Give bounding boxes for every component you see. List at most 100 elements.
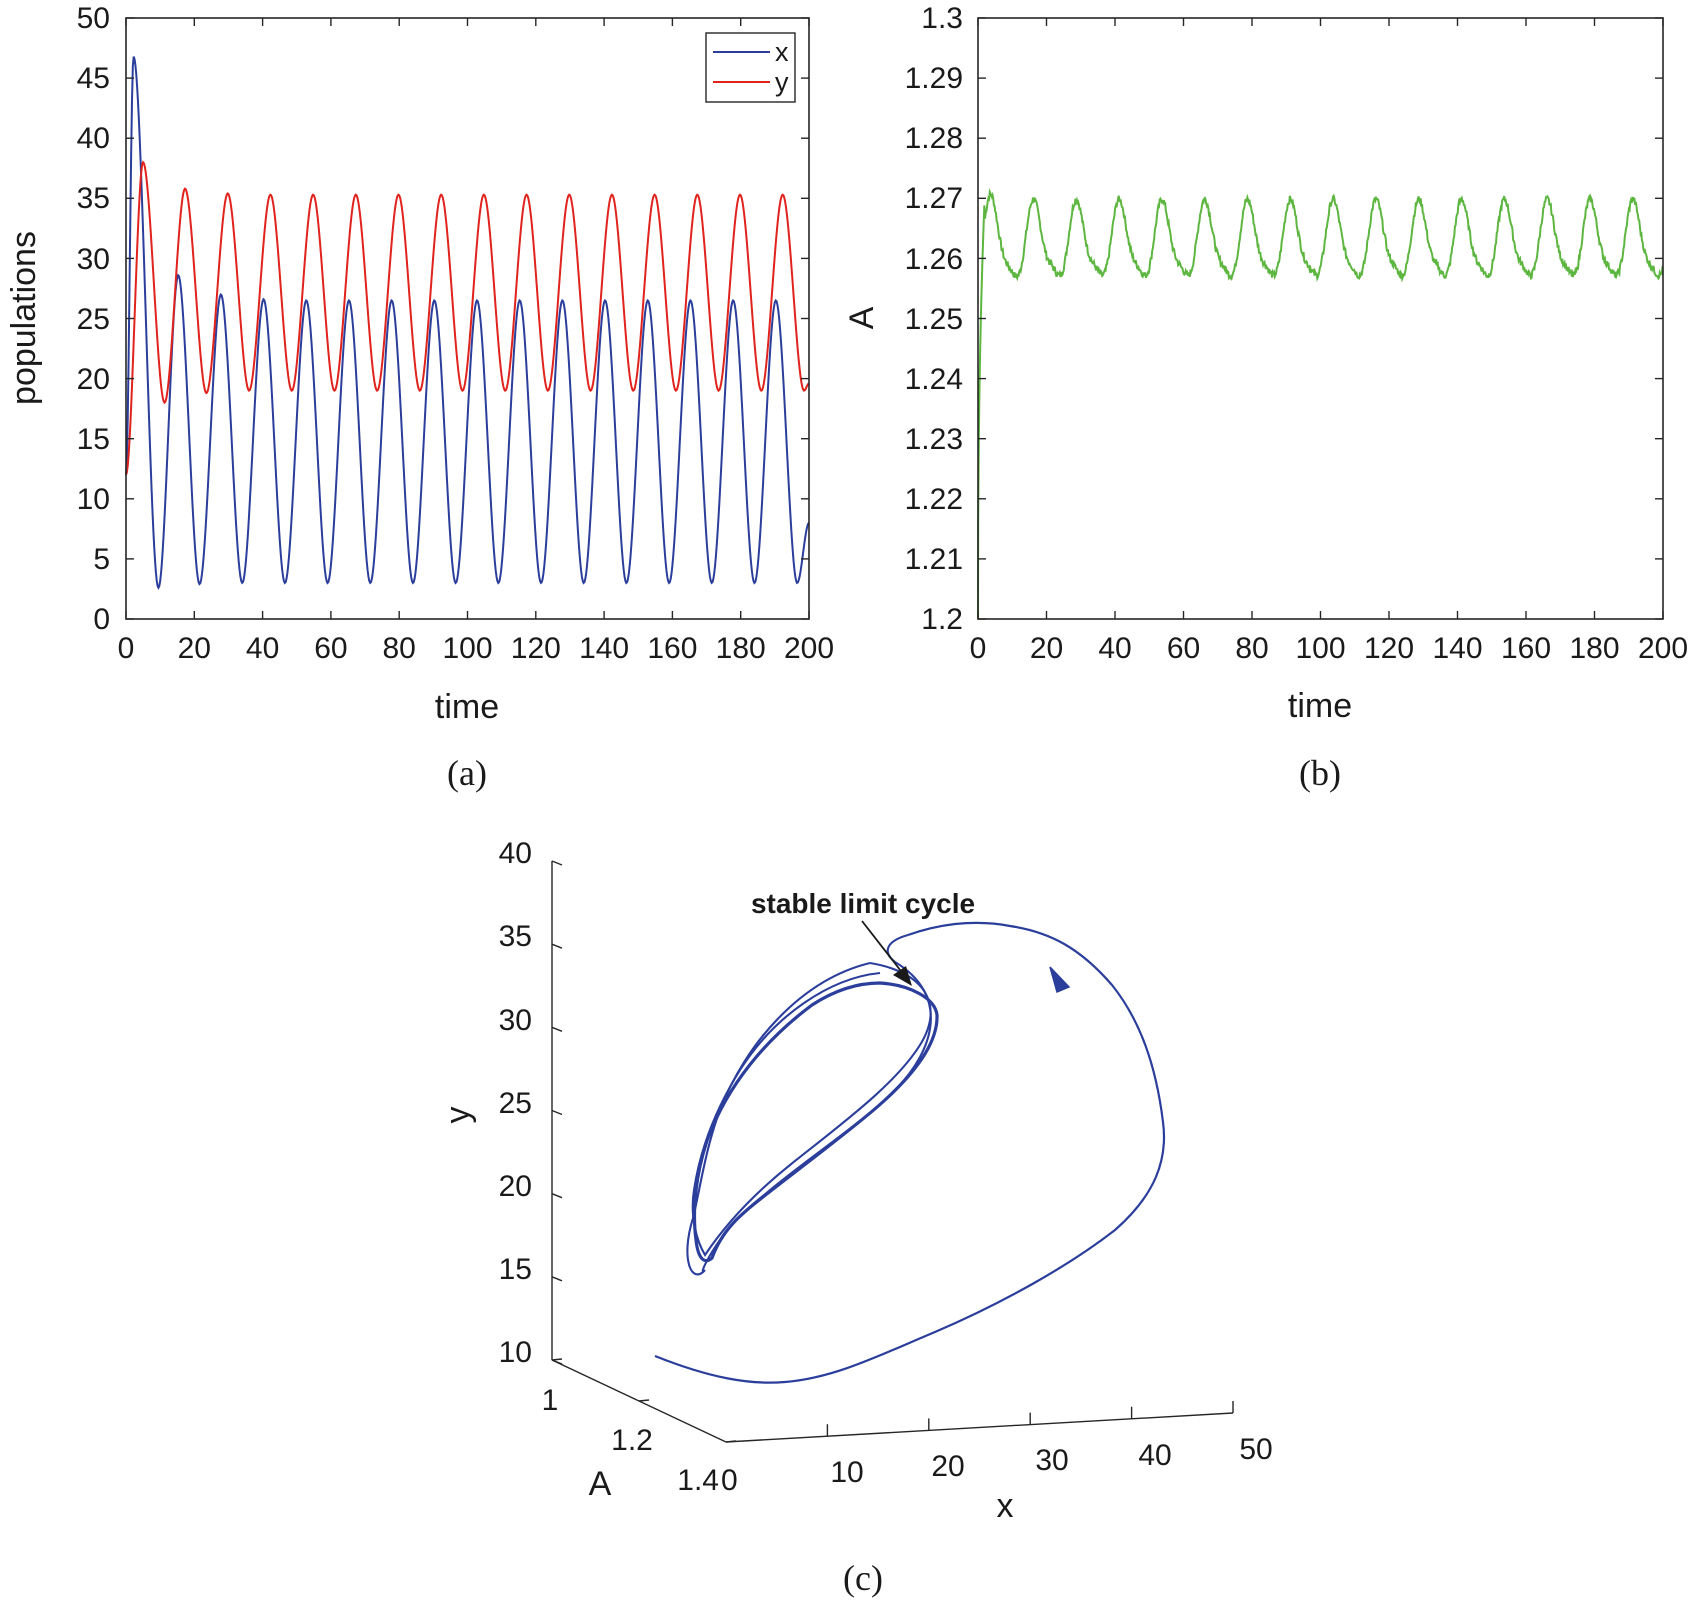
panel-a-series-y-line bbox=[125, 160, 810, 476]
panel-b-x-tick-label: 120 bbox=[1364, 632, 1414, 665]
panel-c-annotation-text: stable limit cycle bbox=[751, 888, 975, 919]
panel-a-legend: x y bbox=[705, 32, 796, 103]
panel-a-x-tick-label: 40 bbox=[246, 632, 279, 665]
panel-b-y-tick-label: 1.21 bbox=[905, 543, 963, 576]
panel-c-z-tick bbox=[551, 1276, 563, 1282]
panel-a-x-tick-label: 140 bbox=[579, 632, 629, 665]
panel-a-y-axis-label: populations bbox=[5, 231, 43, 405]
panel-c-z-tick bbox=[551, 943, 563, 949]
panel-c-z-tick-label: 10 bbox=[499, 1336, 532, 1369]
panel-b-x-tick-label: 40 bbox=[1098, 632, 1131, 665]
panel-a-ticks bbox=[125, 17, 810, 620]
panel-b-x-tick-label: 160 bbox=[1501, 632, 1551, 665]
panel-b-y-tick-label: 1.25 bbox=[905, 303, 963, 336]
panel-a-y-tick-label: 15 bbox=[77, 423, 110, 456]
panel-b-y-tick-label: 1.24 bbox=[905, 363, 963, 396]
panel-b-caption: (b) bbox=[1299, 753, 1341, 793]
panel-a-x-axis-label: time bbox=[435, 688, 499, 726]
panel-a-y-tick-label: 50 bbox=[77, 2, 110, 35]
panel-b-y-tick-label: 1.26 bbox=[905, 243, 963, 276]
panel-c-ticks bbox=[551, 860, 1234, 1443]
panel-b-y-tick-label: 1.27 bbox=[905, 182, 963, 215]
panel-a-legend-label-y: y bbox=[775, 67, 789, 97]
panel-c-A-tick bbox=[551, 1358, 563, 1361]
panel-a-y-tick-label: 30 bbox=[77, 243, 110, 276]
panel-c-z-tick bbox=[551, 1193, 563, 1199]
panel-a-legend-label-x: x bbox=[775, 37, 789, 67]
panel-c-x-tick-label: 50 bbox=[1239, 1433, 1272, 1466]
panel-c-x-origin-label: 0 bbox=[721, 1464, 738, 1497]
panel-b-y-tick-label: 1.23 bbox=[905, 423, 963, 456]
panel-c-A-tick-label: 1.4 bbox=[677, 1464, 719, 1497]
panel-c-z-tick-label: 15 bbox=[499, 1253, 532, 1286]
panel-c-z-tick bbox=[551, 860, 563, 866]
panel-a-y-tick-label: 45 bbox=[77, 62, 110, 95]
panel-b-x-tick-label: 60 bbox=[1167, 632, 1200, 665]
panel-c-z-tick-label: 40 bbox=[499, 837, 532, 870]
panel-b-x-tick-label: 0 bbox=[970, 632, 987, 665]
panel-a-y-tick-label: 40 bbox=[77, 122, 110, 155]
panel-a-populations-chart: 0 20 40 60 80 100 120 140 160 180 200 0 … bbox=[5, 2, 834, 793]
panel-a-x-tick-label: 160 bbox=[647, 632, 697, 665]
panel-c-z-tick bbox=[551, 1359, 563, 1365]
panel-c-trajectory bbox=[654, 921, 1166, 1384]
panel-b-y-tick-label: 1.28 bbox=[905, 122, 963, 155]
panel-a-series bbox=[125, 56, 810, 591]
panel-a-y-tick-label: 35 bbox=[77, 182, 110, 215]
panel-b-series-A-line bbox=[977, 187, 1664, 620]
panel-c-A-tick-labels: 1 1.2 1.4 bbox=[542, 1384, 719, 1497]
panel-a-x-tick-label: 20 bbox=[178, 632, 211, 665]
panel-a-caption: (a) bbox=[447, 753, 487, 793]
panel-c-x-tick-label: 30 bbox=[1035, 1444, 1068, 1477]
panel-b-x-tick-label: 200 bbox=[1638, 632, 1688, 665]
panel-c-x-tick-label: 20 bbox=[931, 1450, 964, 1483]
panel-a-x-tick-label: 60 bbox=[314, 632, 347, 665]
panel-b-x-tick-label: 20 bbox=[1030, 632, 1063, 665]
panel-c-caption: (c) bbox=[843, 1558, 883, 1598]
panel-b-ticks bbox=[977, 17, 1664, 620]
panel-a-x-tick-label: 100 bbox=[442, 632, 492, 665]
panel-c-annotation-arrow-line bbox=[861, 920, 905, 976]
panel-c-x-tick-label: 10 bbox=[830, 1456, 863, 1489]
panel-b-y-tick-labels: 1.2 1.21 1.22 1.23 1.24 1.25 1.26 1.27 1… bbox=[905, 2, 963, 636]
panel-b-A-chart: 0 20 40 60 80 100 120 140 160 180 200 1.… bbox=[843, 2, 1688, 793]
panel-b-x-tick-label: 80 bbox=[1235, 632, 1268, 665]
panel-c-A-tick bbox=[638, 1399, 650, 1402]
panel-c-A-tick-label: 1 bbox=[542, 1384, 559, 1417]
panel-a-x-tick-label: 120 bbox=[511, 632, 561, 665]
panel-c-x-axis-label: x bbox=[997, 1487, 1014, 1525]
panel-b-y-tick-label: 1.2 bbox=[921, 603, 963, 636]
panel-c-limit-cycle bbox=[692, 981, 939, 1263]
panel-c-spiral-middle bbox=[691, 961, 932, 1257]
panel-a-y-tick-label: 20 bbox=[77, 363, 110, 396]
panel-a-y-tick-label: 0 bbox=[93, 603, 110, 636]
panel-c-transient-trajectory bbox=[654, 921, 1166, 1384]
panel-c-z-tick-label: 20 bbox=[499, 1170, 532, 1203]
panel-c-z-tick-label: 25 bbox=[499, 1087, 532, 1120]
panel-c-z-tick-label: 30 bbox=[499, 1004, 532, 1037]
panel-b-series bbox=[977, 187, 1664, 620]
panel-c-direction-arrow bbox=[1049, 966, 1071, 994]
panel-c-axes bbox=[551, 861, 1234, 1443]
panel-a-y-tick-labels: 0 5 10 15 20 25 30 35 40 45 50 bbox=[77, 2, 110, 636]
panel-b-x-tick-labels: 0 20 40 60 80 100 120 140 160 180 200 bbox=[970, 632, 1688, 665]
panel-b-y-tick-label: 1.22 bbox=[905, 483, 963, 516]
panel-a-y-tick-label: 5 bbox=[93, 543, 110, 576]
panel-c-z-tick bbox=[551, 1026, 563, 1032]
panel-a-x-tick-label: 0 bbox=[118, 632, 135, 665]
panel-b-y-axis-label: A bbox=[843, 306, 881, 329]
panel-b-y-tick-label: 1.29 bbox=[905, 62, 963, 95]
panel-c-z-tick bbox=[551, 1109, 563, 1116]
panel-b-axes-frame bbox=[977, 17, 1664, 620]
panel-a-x-tick-label: 80 bbox=[383, 632, 416, 665]
panel-c-phase-portrait-3d: 10 15 20 25 30 35 40 1 1.2 1.4 0 10 20 3… bbox=[439, 837, 1273, 1598]
panel-b-y-tick-label: 1.3 bbox=[921, 2, 963, 35]
panel-c-x-axis-line bbox=[725, 1412, 1234, 1443]
panel-a-y-tick-label: 10 bbox=[77, 483, 110, 516]
panel-b-x-tick-label: 100 bbox=[1295, 632, 1345, 665]
panel-a-x-tick-label: 200 bbox=[784, 632, 834, 665]
panel-c-z-tick-labels: 10 15 20 25 30 35 40 bbox=[499, 837, 532, 1369]
panel-b-x-tick-label: 180 bbox=[1569, 632, 1619, 665]
panel-c-z-tick-label: 35 bbox=[499, 920, 532, 953]
